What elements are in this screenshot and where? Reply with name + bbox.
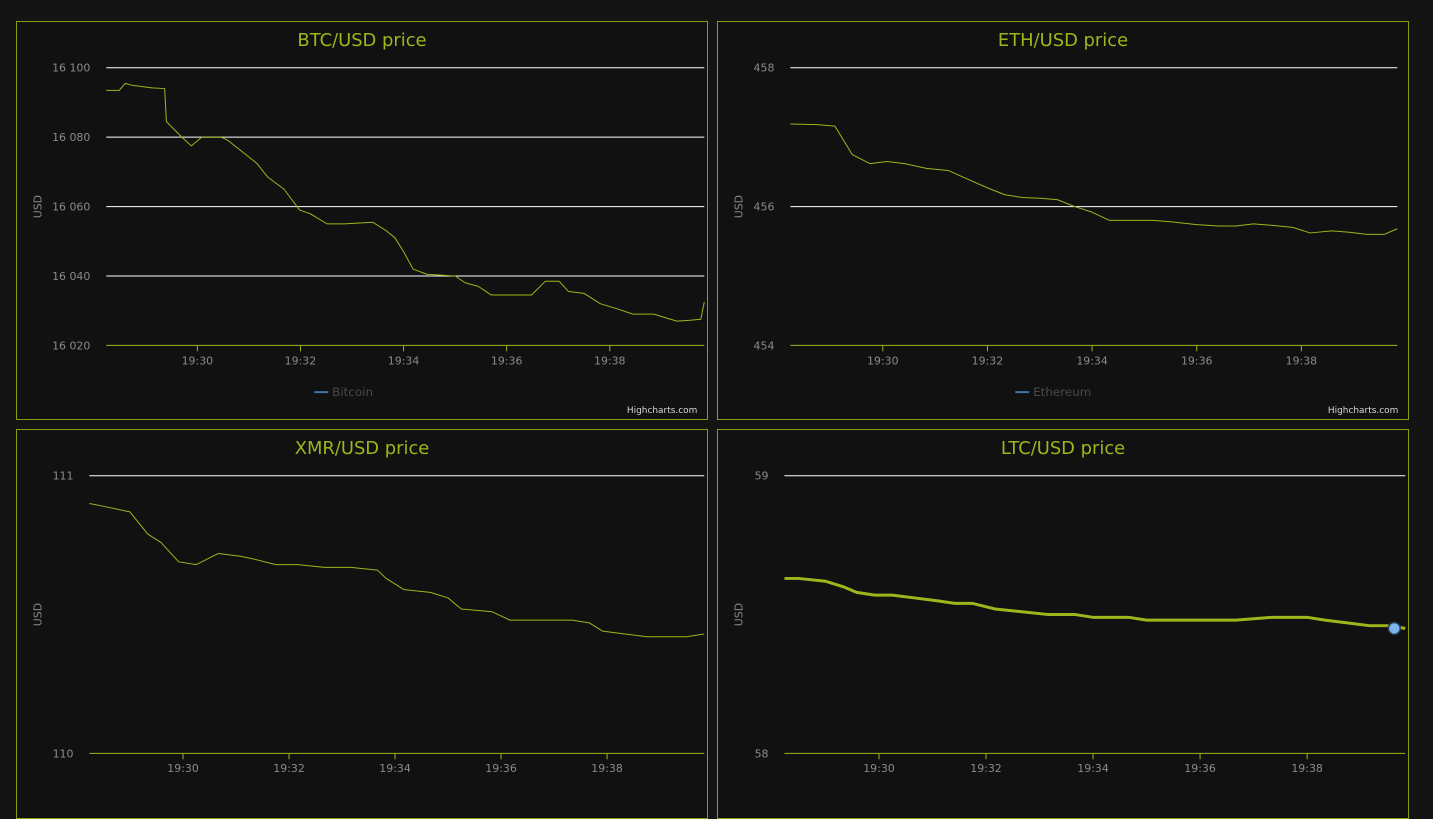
x-tick-label: 19:34 [388,354,420,367]
xmr-chart-panel: XMR/USD price USD 110 111 19:30 19:32 19:34 19:… [16,429,708,819]
x-tick-label: 19:32 [285,354,317,367]
y-axis-label: USD [32,603,45,626]
x-tick-label: 19:32 [972,354,1004,367]
x-tick-label: 19:38 [594,354,626,367]
y-tick-label: 456 [754,201,775,214]
y-axis-label: USD [32,195,45,218]
y-tick-label: 111 [53,470,74,483]
y-tick-label: 16 080 [52,131,90,144]
y-tick-label: 59 [755,470,769,483]
chart-title: ETH/USD price [998,30,1128,51]
y-tick-label: 110 [53,747,74,760]
chart-title: LTC/USD price [1001,438,1125,459]
series-line [89,503,705,638]
x-tick-label: 19:38 [1291,762,1323,775]
x-tick-label: 19:32 [273,762,305,775]
y-axis-label: USD [733,195,746,218]
x-tick-label: 19:36 [1184,762,1216,775]
x-tick-label: 19:36 [1181,354,1213,367]
hover-point-marker [1387,621,1402,636]
y-tick-label: 458 [754,62,775,75]
x-tick-label: 19:30 [167,762,199,775]
series-line [784,576,1406,630]
y-tick-label: 454 [754,339,775,352]
eth-chart-panel: ETH/USD price USD 454 456 458 19:30 19:32 19:34… [717,21,1409,420]
legend-item: Ethereum [1033,385,1091,399]
x-tick-label: 19:30 [867,354,899,367]
eth-chart: ETH/USD price USD 454 456 458 19:30 19:32 19:34… [733,30,1399,416]
x-tick-label: 19:34 [379,762,411,775]
y-tick-label: 16 060 [52,201,90,214]
btc-chart: BTC/USD price USD 16 020 16 040 16 060 16 080… [32,30,705,416]
ltc-chart: LTC/USD price USD 58 59 19:30 19:32 19:34 19:36… [733,438,1406,775]
chart-title: XMR/USD price [295,438,430,459]
btc-chart-panel: BTC/USD price USD 16 020 16 040 16 060 16 080… [16,21,708,420]
series-line [790,123,1398,235]
y-tick-label: 58 [755,747,769,760]
credits-link: Highcharts.com [627,406,697,416]
x-tick-label: 19:36 [485,762,517,775]
x-tick-label: 19:34 [1077,762,1109,775]
xmr-chart: XMR/USD price USD 110 111 19:30 19:32 19:34 19:… [32,438,705,775]
y-axis-label: USD [733,603,746,626]
x-tick-label: 19:34 [1076,354,1108,367]
y-tick-label: 16 100 [52,62,90,75]
x-tick-label: 19:36 [491,354,523,367]
chart-title: BTC/USD price [297,30,426,51]
credits-link: Highcharts.com [1328,406,1398,416]
series-line [106,82,705,322]
x-tick-label: 19:38 [591,762,623,775]
x-tick-label: 19:30 [182,354,214,367]
x-tick-label: 19:30 [863,762,895,775]
y-tick-label: 16 020 [52,339,90,352]
y-tick-label: 16 040 [52,270,90,283]
x-tick-label: 19:38 [1286,354,1318,367]
legend-item: Bitcoin [332,385,373,399]
ltc-chart-panel: LTC/USD price USD 58 59 19:30 19:32 19:34 19:36… [717,429,1409,819]
x-tick-label: 19:32 [970,762,1002,775]
